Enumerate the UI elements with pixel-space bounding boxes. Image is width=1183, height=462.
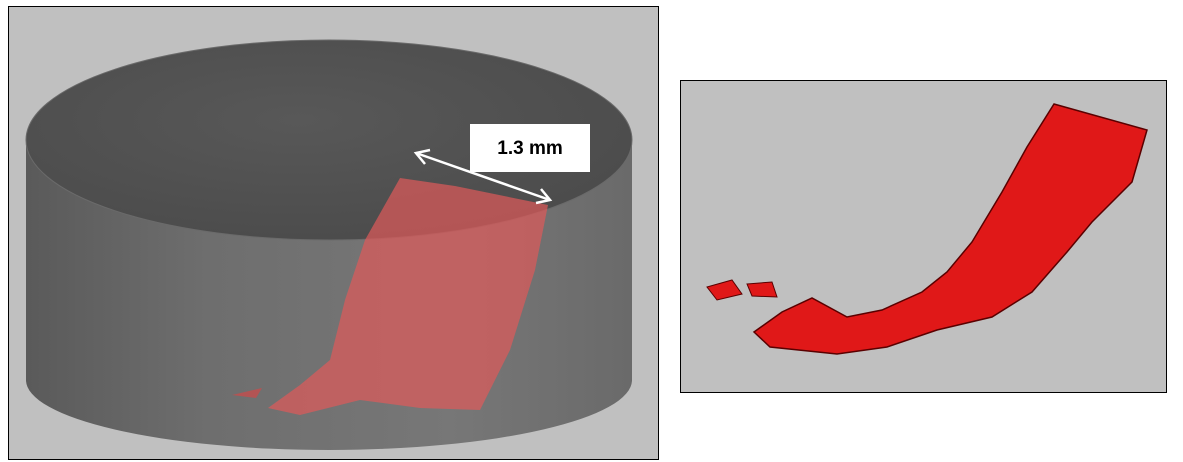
measure-arrow <box>413 148 553 205</box>
crack-region <box>268 178 548 415</box>
crack-panel <box>680 80 1167 393</box>
label-box <box>470 124 590 172</box>
measure-label: 1.3 mm <box>497 138 562 159</box>
crack-fragment <box>232 388 262 398</box>
crack-shape <box>752 103 1148 355</box>
cylinder-top <box>25 39 633 241</box>
cylinder-panel: 1.3 mm <box>8 6 659 460</box>
crack-fragment <box>706 279 778 301</box>
